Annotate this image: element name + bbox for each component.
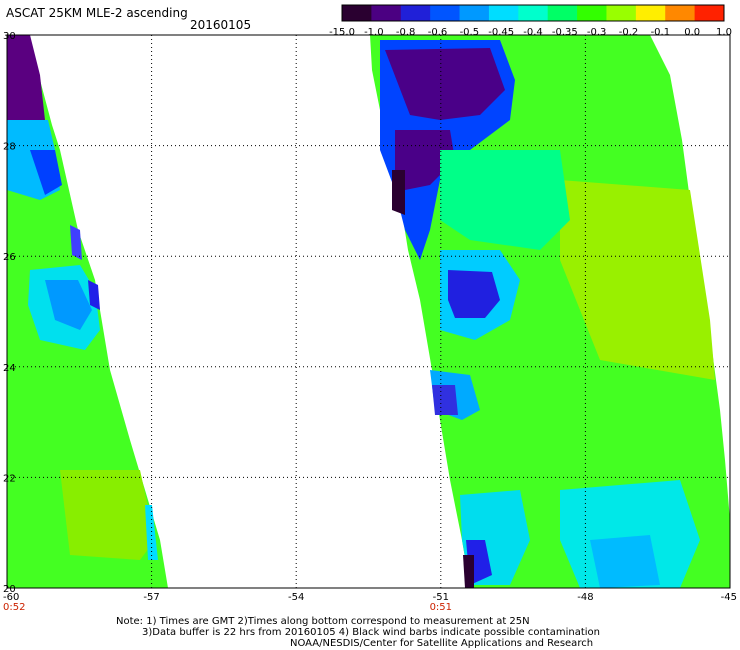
lat-label: 24 bbox=[3, 363, 16, 374]
colorbar-tick-label: 1.0 bbox=[716, 27, 732, 38]
colorbar-swatch bbox=[488, 5, 519, 21]
colorbar-tick-label: -0.8 bbox=[396, 27, 416, 38]
colorbar-swatch bbox=[606, 5, 637, 21]
colorbar-tick-label: -1.0 bbox=[364, 27, 384, 38]
colorbar-swatch bbox=[577, 5, 607, 21]
colorbar-tick-label: -0.2 bbox=[619, 27, 639, 38]
colorbar-tick-labels: -15.0 -1.0 -0.8 -0.6 -0.5 -0.45 -0.4 -0.35 -0.3 -… bbox=[329, 27, 732, 38]
lat-label: 20 bbox=[3, 584, 16, 595]
map-title: ASCAT 25KM MLE-2 ascending bbox=[6, 6, 188, 20]
colorbar-swatch bbox=[635, 5, 666, 21]
lon-label: -60 bbox=[3, 592, 19, 603]
colorbar-tick-label: -0.5 bbox=[460, 27, 480, 38]
colorbar-swatch bbox=[342, 5, 372, 21]
time-label: 0:52 bbox=[3, 602, 25, 613]
colorbar-tick-label: -0.1 bbox=[651, 27, 671, 38]
time-label: 0:51 bbox=[430, 602, 452, 613]
colorbar-swatch bbox=[665, 5, 696, 21]
lat-label: 30 bbox=[3, 31, 16, 42]
colorbar-tick-label: -0.6 bbox=[428, 27, 448, 38]
colorbar-tick-label: 0.0 bbox=[684, 27, 700, 38]
note-line-1: Note: 1) Times are GMT 2)Times along bot… bbox=[116, 616, 530, 627]
colorbar-swatch bbox=[547, 5, 578, 21]
map-date: 20160105 bbox=[190, 18, 252, 32]
colorbar-swatch bbox=[400, 5, 431, 21]
colorbar-swatch bbox=[518, 5, 549, 21]
colorbar-swatch bbox=[694, 5, 725, 21]
colorbar-swatch bbox=[430, 5, 461, 21]
colorbar-tick-label: -0.35 bbox=[552, 27, 578, 38]
colorbar-tick-label: -0.3 bbox=[587, 27, 607, 38]
colorbar-swatch bbox=[371, 5, 402, 21]
colorbar-frame bbox=[341, 4, 725, 22]
time-labels: 0:52 0:51 bbox=[3, 602, 452, 613]
colorbar-swatch bbox=[459, 5, 490, 21]
lat-label: 26 bbox=[3, 252, 16, 263]
longitude-labels: -60 -57 -54 -51 -48 -45 bbox=[3, 592, 737, 603]
lon-label: -51 bbox=[433, 592, 449, 603]
note-line-3: NOAA/NESDIS/Center for Satellite Applica… bbox=[290, 638, 594, 649]
map-frame bbox=[6, 34, 731, 589]
colorbar-tick-label: -0.4 bbox=[523, 27, 543, 38]
lat-lon-grid bbox=[7, 35, 730, 588]
swath-left bbox=[7, 35, 168, 588]
swath-right bbox=[370, 35, 730, 588]
lon-label: -45 bbox=[721, 592, 737, 603]
lat-label: 22 bbox=[3, 473, 16, 484]
colorbar-tick-label: -15.0 bbox=[329, 27, 355, 38]
colorbar-swatches bbox=[341, 4, 725, 22]
colorbar: -15.0 -1.0 -0.8 -0.6 -0.5 -0.45 -0.4 -0.35 -0.3 -… bbox=[329, 4, 732, 38]
lon-label: -54 bbox=[288, 592, 304, 603]
lat-label: 28 bbox=[3, 142, 16, 153]
lon-label: -57 bbox=[143, 592, 159, 603]
colorbar-tick-label: -0.45 bbox=[488, 27, 514, 38]
lon-label: -48 bbox=[577, 592, 593, 603]
scatterometer-map: 30 28 26 24 22 20 -60 -57 -54 -51 -48 -45 0:52 0:51 bbox=[3, 31, 737, 613]
note-line-2: 3)Data buffer is 22 hrs from 20160105 4)… bbox=[142, 627, 600, 638]
latitude-labels: 30 28 26 24 22 20 bbox=[3, 31, 16, 595]
